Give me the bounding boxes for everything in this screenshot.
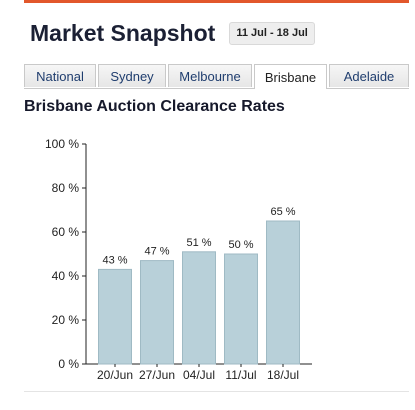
tab-label: Sydney xyxy=(110,68,154,84)
tab-label: Brisbane xyxy=(264,69,317,85)
y-tick-label: 0 % xyxy=(58,357,79,371)
y-tick-label: 60 % xyxy=(52,225,80,239)
x-tick-label: 27/Jun xyxy=(139,368,175,382)
y-tick-label: 40 % xyxy=(52,269,80,283)
y-tick-label: 80 % xyxy=(52,181,80,195)
chart-heading: Brisbane Auction Clearance Rates xyxy=(24,98,285,115)
bar xyxy=(266,220,300,365)
page-title: Market Snapshot xyxy=(30,19,216,46)
tab-adelaide[interactable]: Adelaide xyxy=(329,64,409,87)
tab-label: Adelaide xyxy=(343,68,395,84)
bar xyxy=(182,251,216,365)
tab-label: National xyxy=(36,68,84,84)
tab-label: Melbourne xyxy=(179,68,241,84)
tab-sydney[interactable]: Sydney xyxy=(98,64,166,87)
y-tick-label: 100 % xyxy=(45,137,79,151)
bar-data-label: 50 % xyxy=(228,239,253,251)
accent-bar xyxy=(24,0,409,3)
city-tabs: National Sydney Melbourne Brisbane Adela… xyxy=(24,64,409,89)
bar-data-label: 43 % xyxy=(102,254,127,266)
bar xyxy=(224,253,258,365)
bar-data-label: 47 % xyxy=(144,246,169,258)
bar-data-label: 65 % xyxy=(270,206,295,218)
clearance-rate-chart: 0 % 20 % 40 % 60 % 80 % 100 % 43 % 20/Jun 47 % 27… xyxy=(45,137,312,382)
tab-national[interactable]: National xyxy=(24,64,96,87)
bar-data-label: 51 % xyxy=(186,237,211,249)
y-tick-label: 20 % xyxy=(52,313,80,327)
x-tick-label: 11/Jul xyxy=(225,368,256,382)
tab-brisbane[interactable]: Brisbane xyxy=(254,64,327,89)
x-tick-label: 20/Jun xyxy=(97,368,133,382)
bar xyxy=(140,260,174,365)
tab-melbourne[interactable]: Melbourne xyxy=(168,64,252,87)
x-tick-label: 18/Jul xyxy=(267,368,299,382)
divider xyxy=(24,391,409,392)
date-range-badge: 11 Jul - 18 Jul xyxy=(229,21,315,45)
snapshot-header: Market Snapshot 11 Jul - 18 Jul xyxy=(30,18,315,48)
bar xyxy=(98,268,132,365)
x-tick-label: 04/Jul xyxy=(183,368,215,382)
